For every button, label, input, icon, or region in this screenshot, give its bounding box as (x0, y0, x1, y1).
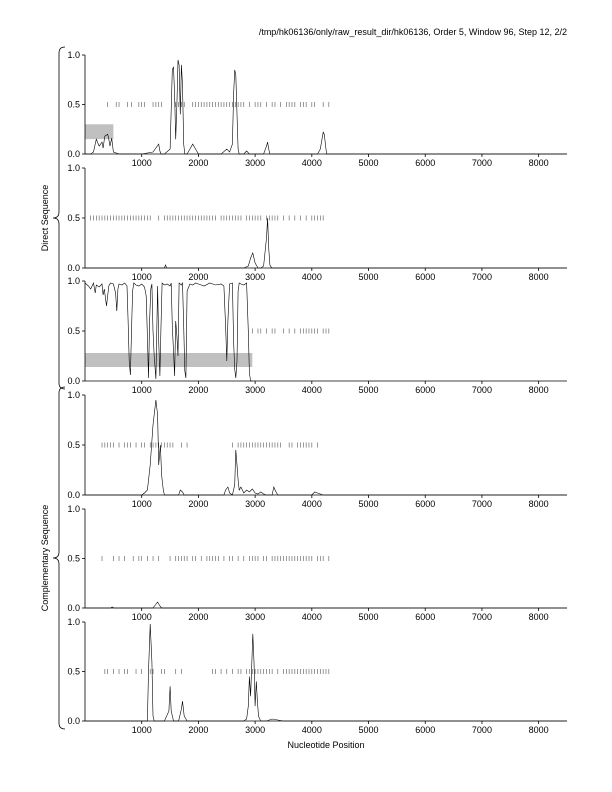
x-tick-label: 1000 (132, 158, 152, 168)
x-tick-label: 1000 (132, 499, 152, 509)
x-tick-label: 3000 (245, 385, 265, 395)
x-tick-label: 2000 (188, 725, 208, 735)
x-tick-label: 1000 (132, 385, 152, 395)
x-tick-label: 4000 (302, 272, 322, 282)
y-tick-label: 0.5 (67, 326, 80, 336)
y-tick-label: 1.0 (67, 163, 80, 173)
x-tick-label: 7000 (472, 272, 492, 282)
y-tick-label: 0.0 (67, 149, 80, 159)
y-tick-label: 0.5 (67, 667, 80, 677)
y-tick-label: 0.0 (67, 603, 80, 613)
y-tick-label: 0.5 (67, 213, 80, 223)
group-brackets: Direct Sequence Complementary Sequence (40, 46, 66, 730)
panel-1: 0.0 0.5 1.0 1000 2000 3000 4000 5000 6000 7000 800… (67, 50, 567, 168)
x-tick-label: 7000 (472, 612, 492, 622)
group-label-direct: Direct Sequence (40, 185, 50, 252)
x-tick-label: 5000 (359, 499, 379, 509)
panel-5: 0.0 0.5 1.0 1000 2000 3000 4000 5000 6000 7000 800… (67, 504, 567, 622)
x-tick-label: 4000 (302, 725, 322, 735)
group-bracket (52, 386, 66, 730)
panel-6: 0.0 0.5 1.0 1000 2000 3000 4000 5000 6000 7000 800… (67, 617, 567, 735)
x-tick-label: 8000 (529, 612, 549, 622)
series-line (85, 59, 567, 155)
series-line (85, 601, 567, 609)
x-tick-label: 3000 (245, 725, 265, 735)
x-tick-label: 8000 (529, 499, 549, 509)
y-tick-label: 0.5 (67, 100, 80, 110)
x-tick-label: 5000 (359, 158, 379, 168)
x-tick-label: 3000 (245, 272, 265, 282)
series-line (85, 217, 567, 269)
y-tick-label: 0.5 (67, 554, 80, 564)
x-tick-label: 4000 (302, 385, 322, 395)
x-tick-label: 2000 (188, 499, 208, 509)
x-tick-label: 2000 (188, 158, 208, 168)
x-tick-label: 6000 (415, 272, 435, 282)
x-tick-label: 8000 (529, 272, 549, 282)
x-tick-label: 2000 (188, 272, 208, 282)
x-tick-label: 7000 (472, 725, 492, 735)
x-tick-label: 3000 (245, 499, 265, 509)
x-tick-label: 7000 (472, 385, 492, 395)
shaded-region (85, 124, 114, 140)
chart-panels: 0.0 0.5 1.0 1000 2000 3000 4000 5000 6000 7000 800… (67, 50, 567, 735)
x-axis-label: Nucleotide Position (287, 740, 364, 750)
x-tick-label: 4000 (302, 499, 322, 509)
y-tick-label: 1.0 (67, 390, 80, 400)
x-tick-label: 1000 (132, 272, 152, 282)
panel-2: 0.0 0.5 1.0 1000 2000 3000 4000 5000 6000 7000 800… (67, 163, 567, 282)
group-bracket (52, 46, 66, 390)
x-tick-label: 6000 (415, 612, 435, 622)
series-line (85, 399, 567, 496)
x-tick-label: 8000 (529, 158, 549, 168)
x-tick-label: 5000 (359, 725, 379, 735)
x-tick-label: 2000 (188, 385, 208, 395)
x-tick-label: 5000 (359, 272, 379, 282)
panel-3: 0.0 0.5 1.0 1000 2000 3000 4000 5000 6000 7000 800… (67, 276, 567, 395)
x-tick-label: 2000 (188, 612, 208, 622)
y-tick-label: 1.0 (67, 504, 80, 514)
y-tick-label: 1.0 (67, 50, 80, 60)
x-tick-label: 1000 (132, 725, 152, 735)
y-tick-label: 1.0 (67, 617, 80, 627)
series-line (84, 281, 253, 382)
panel-4: 0.0 0.5 1.0 1000 2000 3000 4000 5000 6000 7000 800… (67, 390, 567, 509)
x-tick-label: 8000 (529, 725, 549, 735)
page-header-title: /tmp/hk06136/only/raw_result_dir/hk06136… (259, 27, 567, 37)
group-label-complementary: Complementary Sequence (40, 505, 50, 612)
x-tick-label: 3000 (245, 158, 265, 168)
x-tick-label: 6000 (415, 158, 435, 168)
x-tick-label: 6000 (415, 499, 435, 509)
y-tick-label: 0.0 (67, 716, 80, 726)
y-tick-label: 0.0 (67, 376, 80, 386)
x-tick-label: 8000 (529, 385, 549, 395)
x-tick-label: 7000 (472, 499, 492, 509)
shaded-region (85, 353, 253, 367)
x-tick-label: 5000 (359, 612, 379, 622)
x-tick-label: 3000 (245, 612, 265, 622)
x-tick-label: 5000 (359, 385, 379, 395)
y-tick-label: 1.0 (67, 276, 80, 286)
y-tick-label: 0.0 (67, 263, 80, 273)
x-tick-label: 1000 (132, 612, 152, 622)
x-tick-label: 6000 (415, 385, 435, 395)
y-tick-label: 0.0 (67, 490, 80, 500)
x-tick-label: 6000 (415, 725, 435, 735)
x-tick-label: 4000 (302, 158, 322, 168)
x-tick-label: 7000 (472, 158, 492, 168)
x-tick-label: 4000 (302, 612, 322, 622)
y-tick-label: 0.5 (67, 440, 80, 450)
